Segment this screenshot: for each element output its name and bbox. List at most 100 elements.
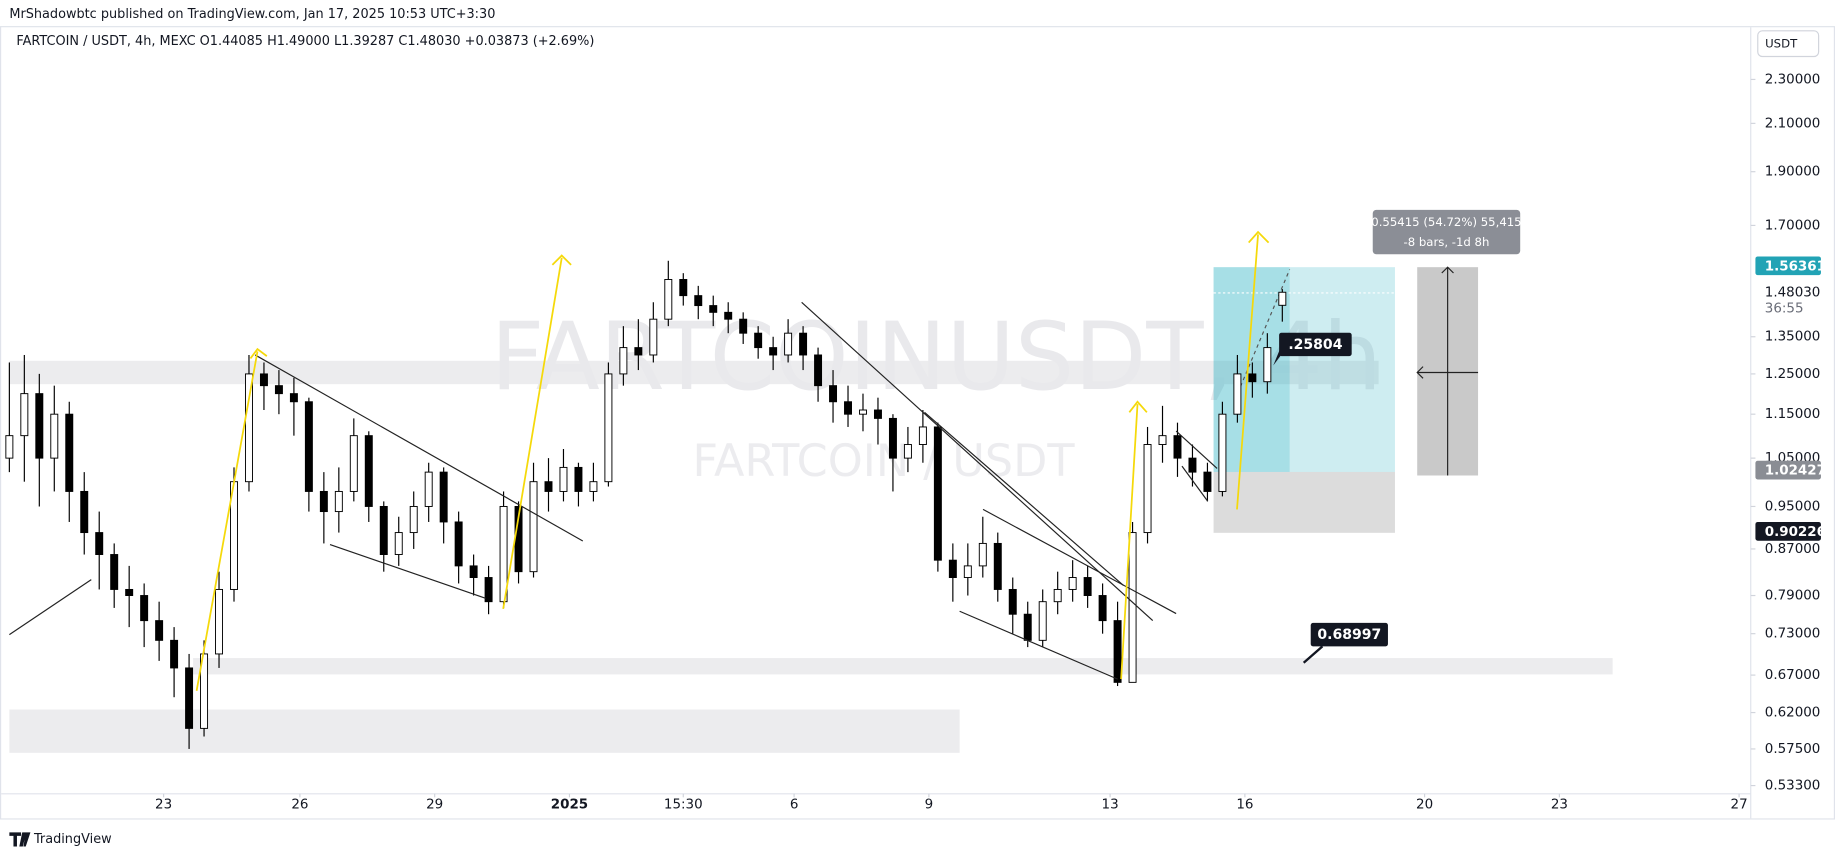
- trendline: [9, 579, 92, 636]
- x-tick-label: 9: [925, 797, 934, 812]
- candle-body: [649, 318, 658, 356]
- candle-body: [439, 471, 448, 523]
- candle-body: [619, 347, 628, 375]
- zone: [9, 360, 1379, 385]
- candle-body: [424, 471, 433, 507]
- arrow: [195, 347, 268, 691]
- zones: [9, 360, 1613, 753]
- candle-body: [1218, 413, 1227, 492]
- candle-body: [1278, 291, 1287, 306]
- last-price-bg: [1755, 282, 1821, 319]
- price-tag-label: 0.90226: [1765, 525, 1826, 540]
- candle-body: [948, 559, 957, 578]
- price-tag-label: 1.02427: [1765, 464, 1826, 479]
- zone: [9, 709, 960, 753]
- last-price: 1.48030: [1765, 285, 1821, 300]
- y-tick-label: 0.53300: [1765, 779, 1821, 794]
- candle-body: [664, 279, 673, 320]
- trendline: [801, 301, 1154, 622]
- y-tick-label: 0.79000: [1765, 589, 1821, 604]
- price-tag-label: 1.56361: [1765, 259, 1826, 274]
- brand: TradingView: [33, 832, 112, 847]
- candle-body: [334, 490, 343, 513]
- candle-body: [155, 620, 164, 641]
- candle-body: [1143, 444, 1152, 534]
- candle-body: [829, 385, 838, 403]
- candle-body: [574, 466, 583, 492]
- trendline: [1181, 465, 1209, 502]
- candle-body: [484, 577, 493, 603]
- zone: [193, 658, 1613, 675]
- candle-body: [215, 588, 224, 655]
- x-tick-label: 15:30: [664, 797, 703, 812]
- trendline: [1175, 430, 1218, 469]
- candle-body: [963, 565, 972, 578]
- level-box: [1310, 622, 1388, 647]
- level-label: 0.68997: [1317, 627, 1381, 643]
- candle-body: [993, 542, 1002, 590]
- candle-body: [903, 444, 912, 459]
- candle-body: [634, 347, 643, 356]
- y-tick-label: 0.67000: [1765, 668, 1821, 683]
- measure-text: -8 bars, -1d 8h: [1404, 235, 1490, 249]
- y-tick-label: 0.62000: [1765, 706, 1821, 721]
- currency-button[interactable]: [1757, 30, 1820, 58]
- x-tick-label: 23: [155, 797, 172, 812]
- candle-body: [110, 554, 119, 590]
- candle-body: [349, 435, 358, 492]
- x-tick-label: 13: [1102, 797, 1119, 812]
- candle-body: [50, 413, 59, 459]
- candle-body: [814, 354, 823, 387]
- price-tag: [1755, 460, 1821, 480]
- candle-body: [724, 311, 733, 320]
- price-tag: [1755, 256, 1821, 276]
- candle-body: [559, 466, 568, 492]
- footer: TradingView: [9, 832, 112, 847]
- arrow: [502, 254, 572, 610]
- candle-body: [754, 332, 763, 349]
- publisher: MrShadowbtc published on TradingView.com…: [9, 7, 495, 22]
- trendline: [924, 411, 1124, 586]
- arrow-head: [1416, 366, 1424, 379]
- candle-body: [140, 595, 149, 622]
- candle-body: [394, 532, 403, 555]
- candle-body: [694, 295, 703, 307]
- trendline: [254, 354, 584, 542]
- watermark: FARTCOINUSDT, 4h: [490, 303, 1381, 412]
- candle-body: [529, 481, 538, 573]
- x-tick-label: 27: [1731, 797, 1748, 812]
- candle-body: [918, 426, 927, 445]
- candle-body: [170, 639, 179, 669]
- watermark: FARTCOIN / USDT: [693, 436, 1076, 487]
- candle-body: [259, 373, 268, 387]
- candle-body: [604, 373, 613, 483]
- y-tick-label: 0.95000: [1765, 499, 1821, 514]
- price-tag: [1755, 521, 1821, 541]
- y-tick-label: 0.87000: [1765, 542, 1821, 557]
- x-tick-label: 2025: [551, 797, 588, 812]
- position: [1213, 267, 1395, 533]
- candle-body: [1248, 373, 1257, 383]
- candle-body: [844, 401, 852, 415]
- candle-body: [364, 435, 373, 507]
- candle-body: [1098, 595, 1107, 622]
- y-tick-label: 1.25000: [1765, 367, 1821, 382]
- price-axis: 2.30000 2.10000 1.90000 1.70000 1.35000 1.250…: [155, 72, 1826, 812]
- candle-body: [1203, 471, 1212, 492]
- y-tick-label: 2.30000: [1765, 72, 1821, 87]
- candle-body: [1263, 347, 1272, 383]
- currency[interactable]: USDT: [1765, 37, 1798, 51]
- measure-text: 0.55415 (54.72%) 55,415: [1371, 215, 1521, 229]
- candle-body: [933, 426, 942, 561]
- candle-body: [20, 393, 29, 437]
- candle-body: [80, 490, 89, 534]
- candle-body: [5, 435, 14, 459]
- candle-body: [454, 521, 463, 567]
- candle-body: [1113, 620, 1122, 683]
- target-zone: [1213, 267, 1395, 472]
- logo: [9, 832, 31, 847]
- candles: [5, 260, 1287, 749]
- candle-body: [1083, 577, 1092, 596]
